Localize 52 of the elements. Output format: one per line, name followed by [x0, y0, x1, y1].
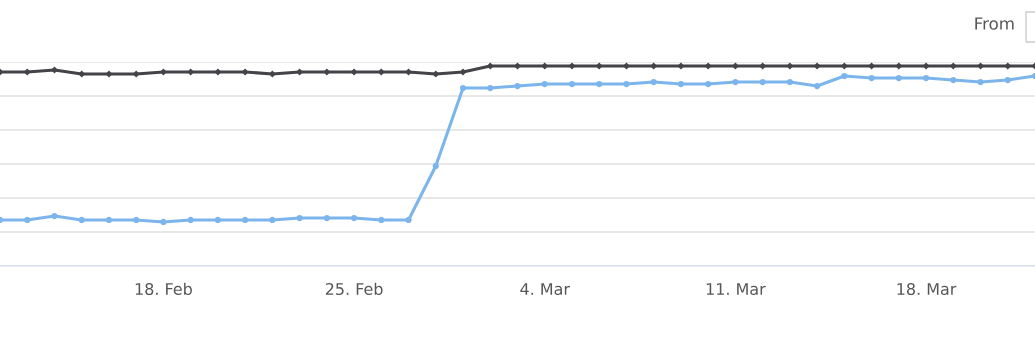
point	[922, 74, 930, 82]
point	[269, 216, 276, 224]
point	[1004, 76, 1011, 84]
x-tick-label: 4. Mar	[520, 283, 570, 296]
point	[459, 84, 467, 92]
point	[950, 76, 957, 84]
x-tick-label: 11. Mar	[706, 283, 766, 296]
point	[541, 80, 548, 88]
point	[214, 68, 222, 76]
point	[187, 216, 194, 224]
point	[350, 68, 358, 76]
point	[841, 72, 848, 80]
point	[105, 216, 113, 224]
point	[105, 70, 113, 78]
point	[323, 214, 330, 222]
point	[677, 80, 685, 88]
point	[160, 218, 167, 226]
point	[51, 212, 58, 220]
point	[677, 62, 685, 70]
point	[78, 216, 85, 224]
x-tick-label: 18. Mar	[897, 282, 957, 296]
point	[514, 82, 521, 90]
point	[24, 216, 31, 224]
point	[296, 214, 303, 222]
point	[705, 80, 712, 88]
x-tick-label: 25. Feb	[325, 282, 383, 296]
point	[487, 84, 494, 92]
point	[868, 74, 875, 82]
point	[813, 62, 821, 70]
point	[459, 68, 467, 76]
point	[432, 162, 439, 170]
point	[214, 216, 222, 224]
point	[977, 78, 984, 86]
point	[813, 82, 821, 90]
point	[568, 62, 576, 70]
point	[623, 80, 630, 88]
point	[650, 78, 657, 86]
point	[405, 216, 412, 224]
point	[732, 78, 739, 86]
point	[133, 216, 140, 224]
point	[786, 78, 793, 86]
point	[596, 80, 603, 88]
text: From	[975, 17, 1014, 30]
point	[922, 62, 930, 70]
point	[895, 74, 902, 82]
point	[378, 216, 385, 224]
point	[350, 214, 358, 222]
point	[759, 78, 766, 86]
x-tick-label: 18. Feb	[135, 282, 192, 296]
point	[568, 80, 576, 88]
point	[486, 62, 494, 70]
point	[242, 216, 249, 224]
